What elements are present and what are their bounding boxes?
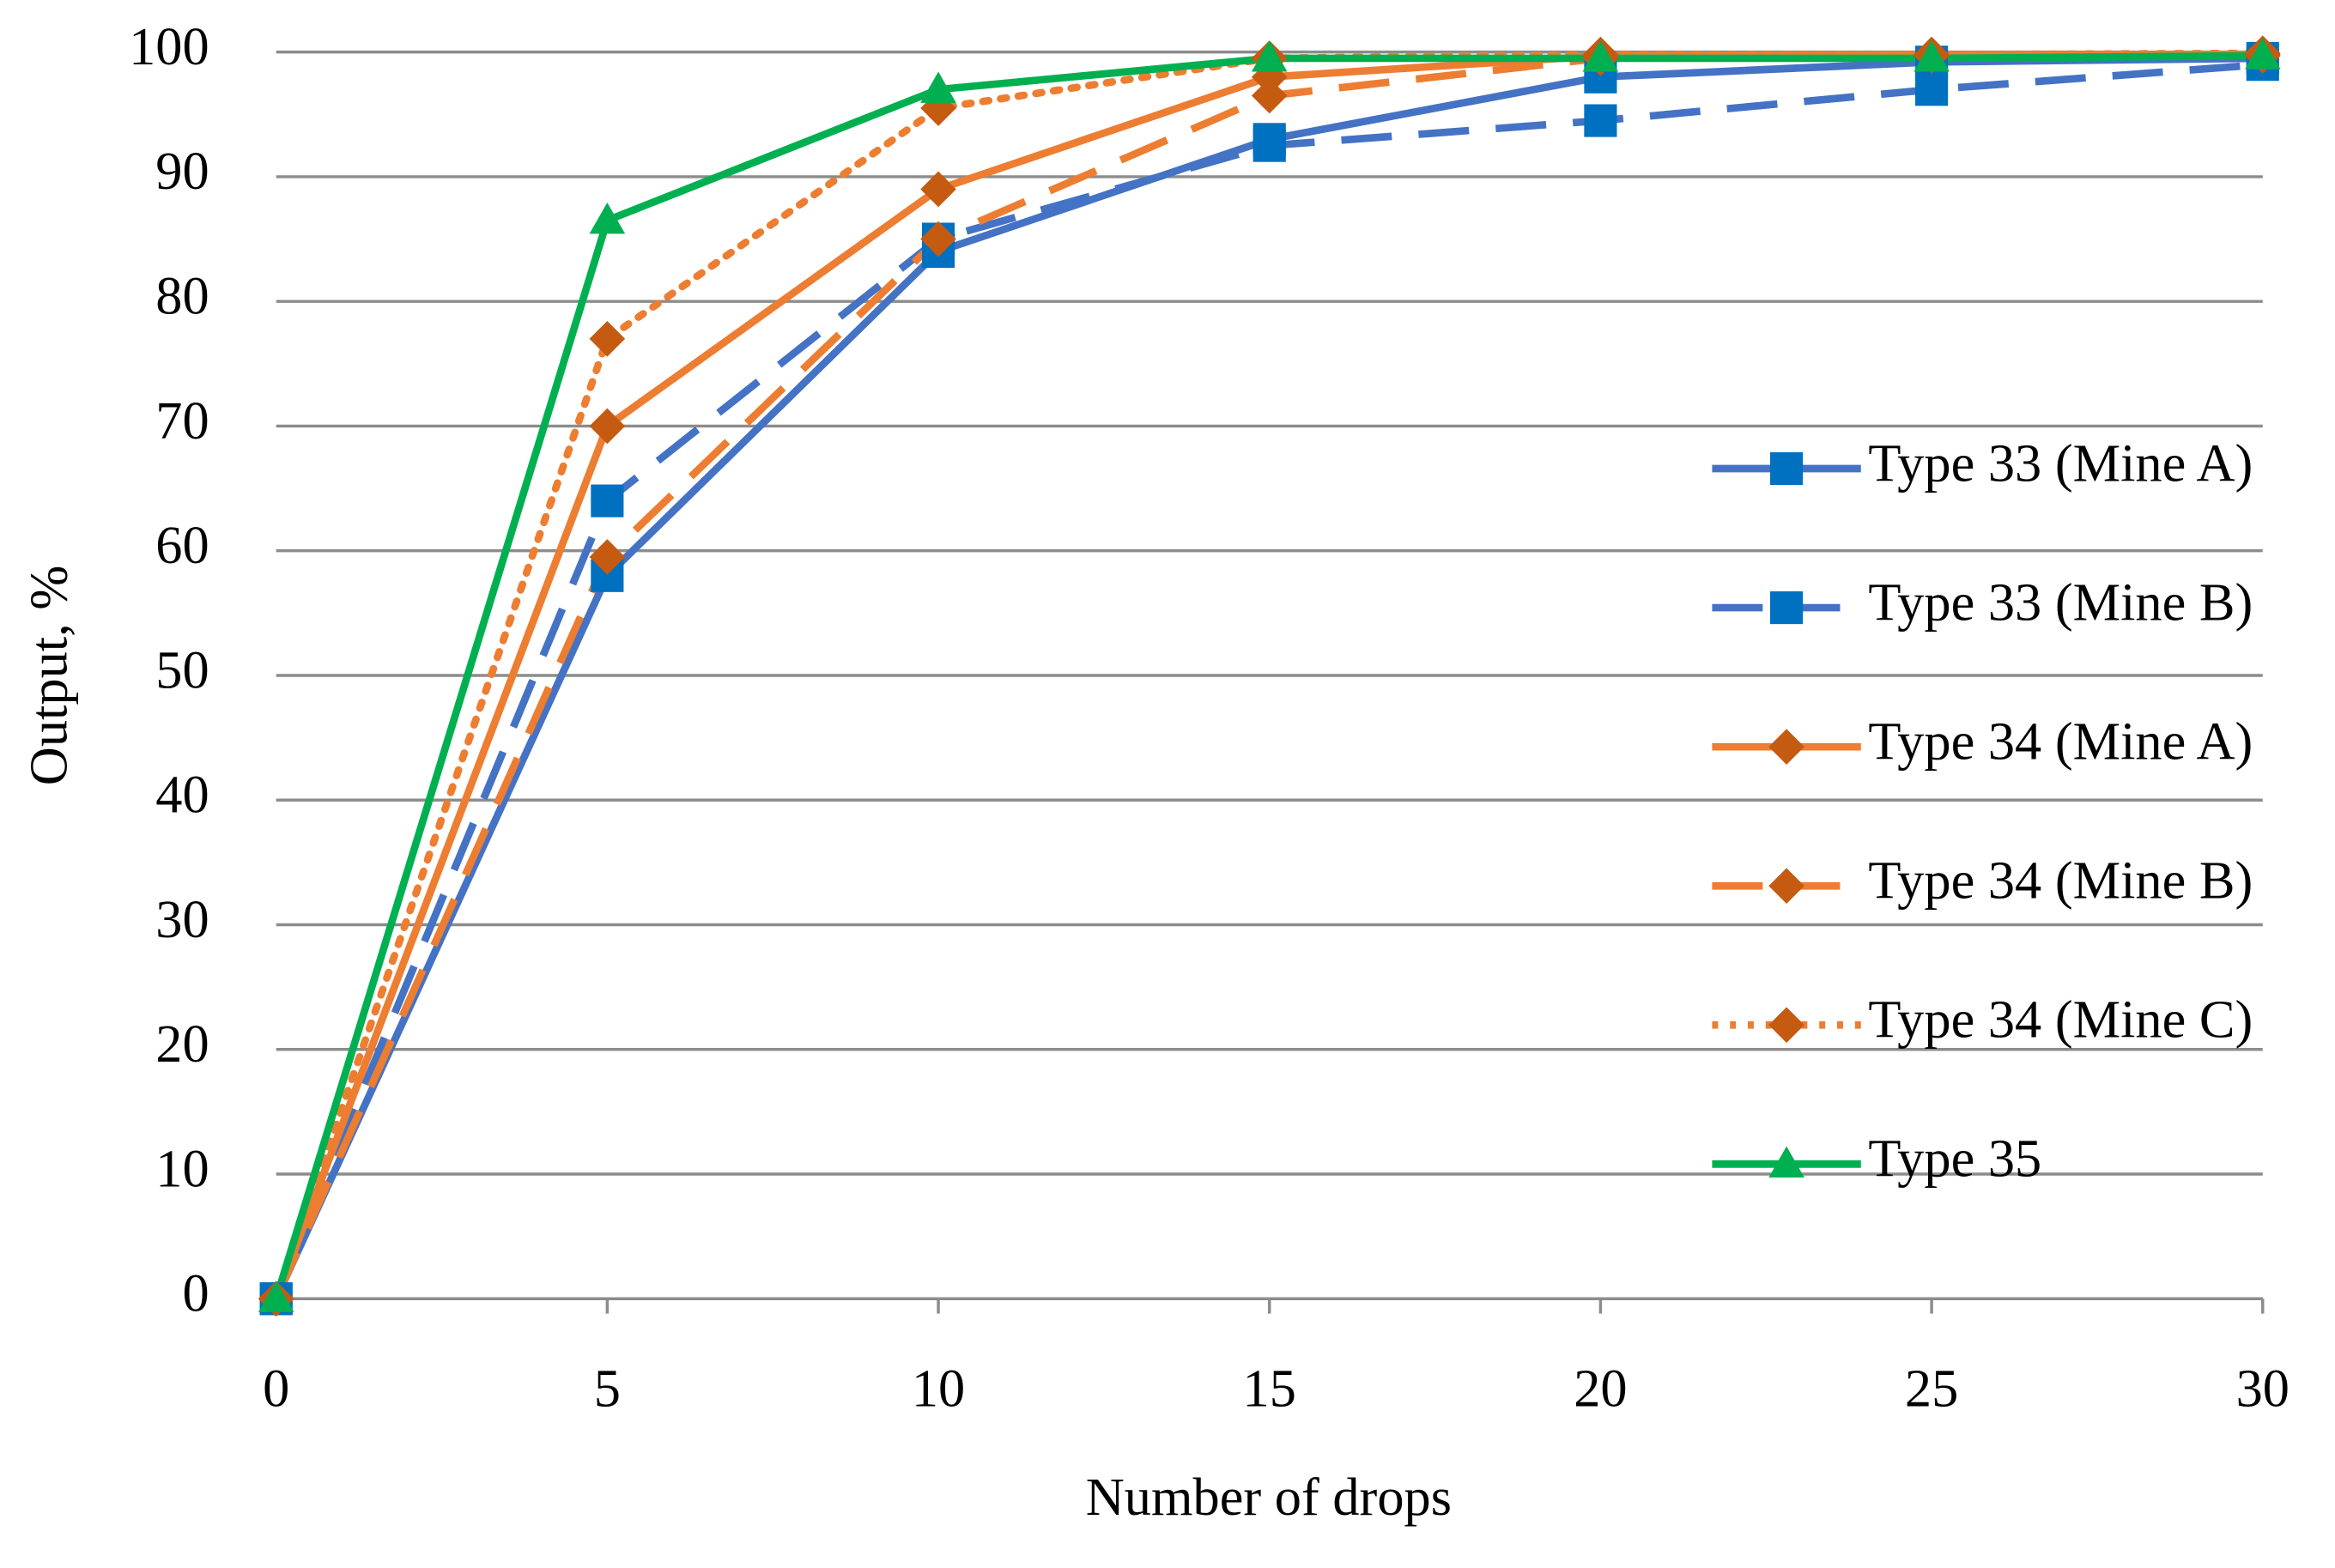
marker: [1584, 104, 1617, 137]
marker: [1251, 77, 1288, 114]
x-axis-label: Number of drops: [1086, 1468, 1452, 1527]
x-tick-label: 15: [1243, 1359, 1296, 1419]
x-tick-label: 0: [263, 1359, 289, 1419]
y-tick-label: 90: [155, 142, 209, 201]
y-tick-label: 20: [155, 1014, 209, 1074]
legend-label: Type 34 (Mine A): [1868, 711, 2253, 771]
legend-label: Type 33 (Mine A): [1868, 433, 2253, 493]
y-tick-label: 60: [155, 516, 209, 575]
y-tick-label: 50: [155, 640, 209, 699]
series-line: [272, 54, 2263, 1301]
marker: [589, 539, 626, 575]
marker: [1913, 40, 1950, 72]
marker: [1768, 729, 1804, 765]
x-tick-label: 20: [1574, 1359, 1627, 1419]
y-tick-label: 0: [182, 1264, 209, 1323]
x-tick-label: 25: [1905, 1359, 1958, 1419]
x-tick-label: 30: [2236, 1359, 2290, 1419]
y-tick-label: 70: [155, 391, 209, 451]
series-line: [272, 51, 2263, 1300]
legend-label: Type 34 (Mine B): [1868, 851, 2253, 911]
marker: [1768, 1007, 1804, 1044]
y-tick-label: 30: [155, 890, 209, 949]
marker: [589, 320, 626, 357]
y-tick-label: 10: [155, 1139, 209, 1198]
marker: [258, 1280, 294, 1312]
marker: [920, 221, 956, 257]
marker: [1582, 40, 1619, 72]
marker: [2244, 38, 2281, 70]
marker: [1915, 73, 1949, 106]
marker: [1768, 1146, 1804, 1178]
x-tick-label: 10: [912, 1359, 965, 1419]
marker: [1768, 868, 1804, 905]
marker: [1251, 40, 1288, 72]
series-line: [272, 51, 2263, 1301]
marker: [1252, 129, 1286, 162]
series-line: [272, 60, 2264, 1300]
y-axis-label: Output, %: [20, 566, 79, 785]
x-tick-label: 5: [594, 1359, 621, 1419]
legend-label: Type 34 (Mine C): [1868, 990, 2253, 1050]
marker: [1770, 451, 1804, 486]
y-tick-label: 100: [129, 17, 209, 76]
y-tick-label: 80: [155, 266, 209, 325]
marker: [920, 171, 956, 208]
y-tick-label: 40: [155, 766, 209, 825]
marker: [1770, 591, 1804, 625]
marker: [920, 71, 956, 103]
marker: [591, 484, 624, 518]
legend-label: Type 35: [1868, 1129, 2041, 1189]
marker: [589, 408, 626, 445]
marker: [589, 202, 626, 234]
legend-label: Type 33 (Mine B): [1868, 572, 2253, 632]
